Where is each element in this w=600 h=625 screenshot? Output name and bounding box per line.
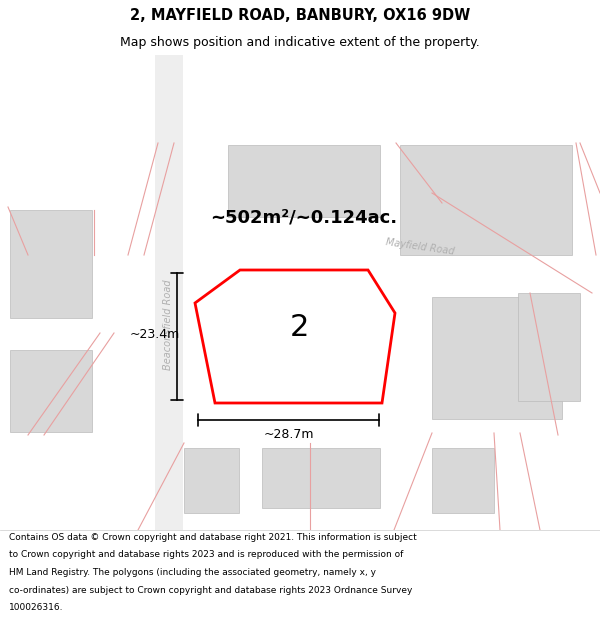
Text: Contains OS data © Crown copyright and database right 2021. This information is : Contains OS data © Crown copyright and d…: [9, 533, 417, 542]
Text: Map shows position and indicative extent of the property.: Map shows position and indicative extent…: [120, 36, 480, 49]
Bar: [184, 448, 239, 513]
Text: ~23.4m: ~23.4m: [130, 329, 180, 341]
Text: 100026316.: 100026316.: [9, 603, 64, 612]
Bar: [155, 55, 183, 530]
Text: to Crown copyright and database rights 2023 and is reproduced with the permissio: to Crown copyright and database rights 2…: [9, 551, 403, 559]
Bar: [432, 448, 494, 513]
Text: co-ordinates) are subject to Crown copyright and database rights 2023 Ordnance S: co-ordinates) are subject to Crown copyr…: [9, 586, 412, 594]
Text: HM Land Registry. The polygons (including the associated geometry, namely x, y: HM Land Registry. The polygons (includin…: [9, 568, 376, 577]
Text: Beaconsfield Road: Beaconsfield Road: [163, 280, 173, 370]
Bar: [518, 293, 580, 401]
Bar: [228, 145, 380, 217]
Text: ~28.7m: ~28.7m: [263, 429, 314, 441]
Text: ~502m²/~0.124ac.: ~502m²/~0.124ac.: [210, 209, 397, 227]
Bar: [400, 145, 572, 255]
Bar: [10, 350, 92, 432]
Bar: [262, 448, 380, 508]
Text: 2: 2: [289, 312, 309, 341]
Bar: [432, 297, 562, 419]
Text: Mayfield Road: Mayfield Road: [385, 238, 455, 257]
Text: 2, MAYFIELD ROAD, BANBURY, OX16 9DW: 2, MAYFIELD ROAD, BANBURY, OX16 9DW: [130, 8, 470, 23]
Bar: [10, 210, 92, 318]
